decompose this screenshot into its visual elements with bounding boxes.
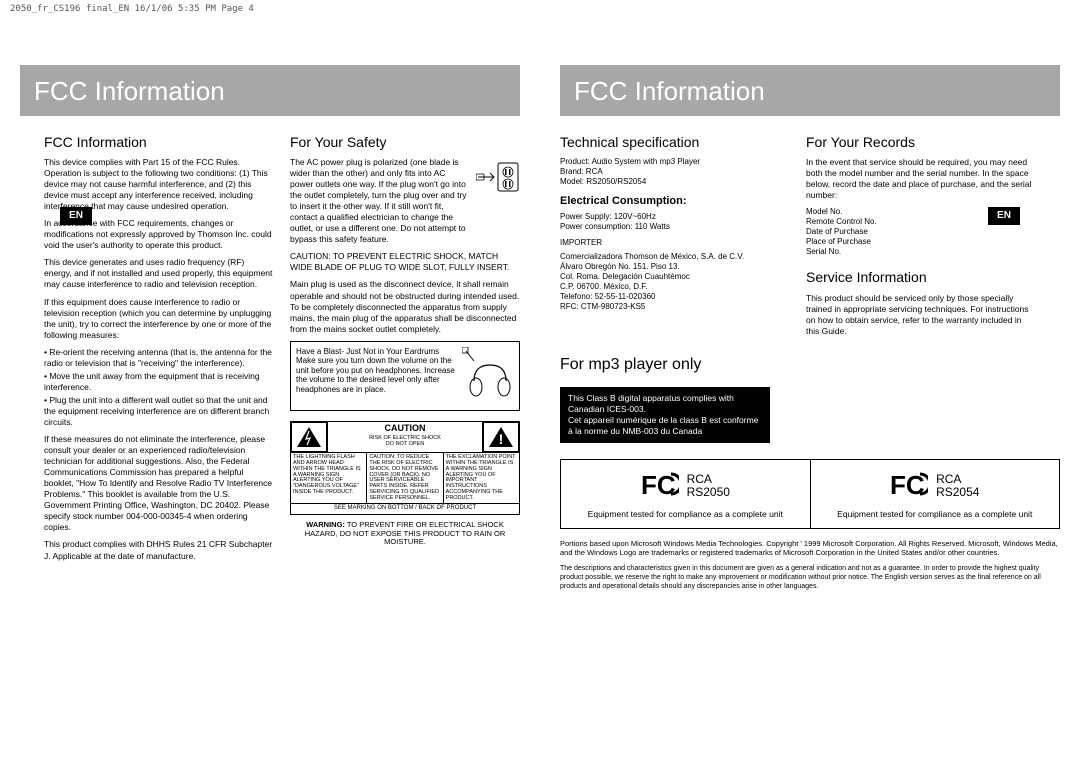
records-title: For Your Records xyxy=(806,134,1036,152)
svg-text:FC: FC xyxy=(641,470,676,500)
lang-tag-left: EN xyxy=(60,207,92,225)
records-p1: In the event that service should be requ… xyxy=(806,157,1036,201)
ear-box: Have a Blast- Just Not in Your Eardrums … xyxy=(290,341,520,412)
techspec-title: Technical specification xyxy=(560,134,790,152)
importer-text: Comercializadora Thomson de México, S.A.… xyxy=(560,252,790,312)
fcc-cell-1: FC RCA RS2050 Equipment tested for compl… xyxy=(561,460,811,527)
caution-text-m: CAUTION: TO REDUCE THE RISK OF ELECTRIC … xyxy=(367,453,443,503)
right-col-1: Technical specification Product: Audio S… xyxy=(560,134,790,343)
fcc-p5: If these measures do not eliminate the i… xyxy=(44,434,274,533)
bolt-triangle-icon xyxy=(291,422,327,452)
safety-caution1: CAUTION: TO PREVENT ELECTRIC SHOCK, MATC… xyxy=(290,251,520,273)
fcc-b1: Re-orient the receiving antenna (that is… xyxy=(44,347,274,369)
copyright-text: Portions based upon Microsoft Windows Me… xyxy=(560,539,1060,558)
outlet-icon xyxy=(476,157,520,251)
safety-p1: The AC power plug is polarized (one blad… xyxy=(290,157,470,245)
right-page: FCC Information EN Technical specificati… xyxy=(540,65,1080,745)
caution-text-r: THE EXCLAMATION POINT WITHIN THE TRIANGL… xyxy=(444,453,519,503)
service-p1: This product should be serviced only by … xyxy=(806,293,1036,337)
title-bar-left: FCC Information xyxy=(20,65,520,116)
caution-bottom: SEE MARKING ON BOTTOM / BACK OF PRODUCT xyxy=(291,503,519,514)
mp3-title: For mp3 player only xyxy=(560,355,1060,375)
warning-text: WARNING: TO PREVENT FIRE OR ELECTRICAL S… xyxy=(290,521,520,547)
ear-box-text: Have a Blast- Just Not in Your Eardrums … xyxy=(296,347,456,395)
exclaim-triangle-icon: ! xyxy=(483,422,519,452)
caution-box: CAUTION RISK OF ELECTRIC SHOCK DO NOT OP… xyxy=(290,421,520,515)
mp3-section: For mp3 player only This Class B digital… xyxy=(560,355,1060,592)
fcc-p6: This product complies with DHHS Rules 21… xyxy=(44,539,274,561)
spec-text: Product: Audio System with mp3 Player Br… xyxy=(560,157,790,187)
fcc-info-title: FCC Information xyxy=(44,134,274,152)
caution-mid: CAUTION RISK OF ELECTRIC SHOCK DO NOT OP… xyxy=(327,422,483,452)
mp3-box: This Class B digital apparatus complies … xyxy=(560,387,770,443)
left-col-1: FCC Information This device complies wit… xyxy=(44,134,274,568)
fcc-b2: Move the unit away from the equipment th… xyxy=(44,371,274,393)
fcc-logo-icon: FC xyxy=(890,468,928,503)
left-page: FCC Information EN FCC Information This … xyxy=(0,65,540,745)
fcc-bullets: Re-orient the receiving antenna (that is… xyxy=(44,347,274,428)
fcc-logo-icon: FC xyxy=(641,468,679,503)
fcc-p1: This device complies with Part 15 of the… xyxy=(44,157,274,212)
caution-text-l: THE LIGHTNING FLASH AND ARROW HEAD WITHI… xyxy=(291,453,367,503)
fcc-b3: Plug the unit into a different wall outl… xyxy=(44,395,274,428)
fcc-p3: This device generates and uses radio fre… xyxy=(44,257,274,290)
left-col-2: For Your Safety The AC power plug is pol… xyxy=(290,134,520,568)
elec-text: Power Supply: 120V~60Hz Power consumptio… xyxy=(560,212,790,232)
right-col-2: For Your Records In the event that servi… xyxy=(806,134,1036,343)
service-title: Service Information xyxy=(806,269,1036,287)
importer-label: IMPORTER xyxy=(560,238,790,248)
headphone-icon xyxy=(462,347,514,406)
lang-tag-right: EN xyxy=(988,207,1020,225)
safety-p2: Main plug is used as the disconnect devi… xyxy=(290,279,520,334)
safety-title: For Your Safety xyxy=(290,134,520,152)
title-bar-right: FCC Information xyxy=(560,65,1060,116)
elec-title: Electrical Consumption: xyxy=(560,195,790,209)
page-spread: FCC Information EN FCC Information This … xyxy=(0,65,1080,745)
svg-text:FC: FC xyxy=(890,470,925,500)
svg-text:!: ! xyxy=(499,431,504,447)
disclaimer-text: The descriptions and characteristics giv… xyxy=(560,565,1060,591)
page-header: 2050_fr_CS196 final_EN 16/1/06 5:35 PM P… xyxy=(10,4,254,15)
fcc-cell-2: FC RCA RS2054 Equipment tested for compl… xyxy=(811,460,1060,527)
fcc-p4: If this equipment does cause interferenc… xyxy=(44,297,274,341)
fcc-row: FC RCA RS2050 Equipment tested for compl… xyxy=(560,459,1060,528)
